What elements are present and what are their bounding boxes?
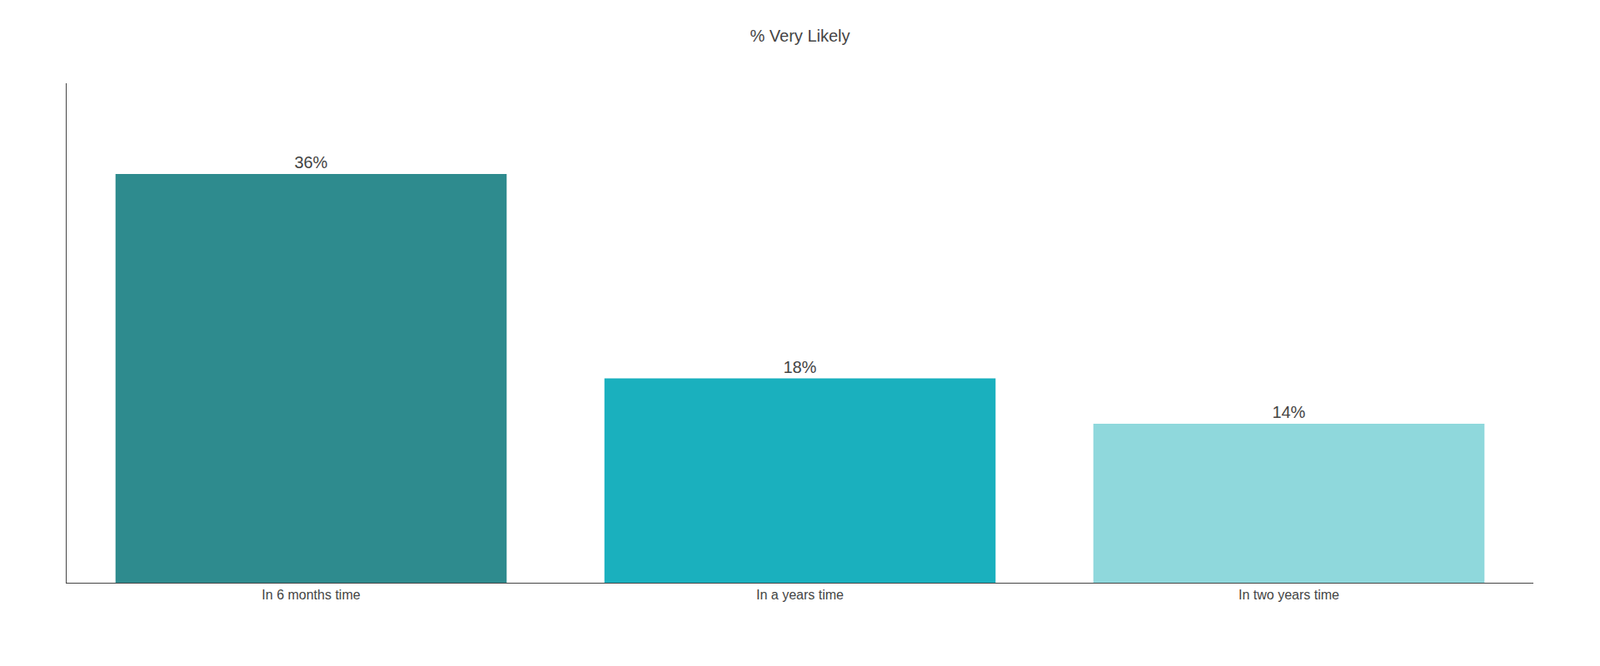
svg-text:In 6 months time: In 6 months time <box>261 588 360 603</box>
svg-text:36%: 36% <box>294 153 328 172</box>
svg-text:In two years time: In two years time <box>1238 588 1340 603</box>
svg-text:In a years time: In a years time <box>756 588 844 603</box>
svg-text:% Very Likely: % Very Likely <box>749 26 850 45</box>
svg-text:14%: 14% <box>1271 403 1306 422</box>
svg-text:18%: 18% <box>782 358 817 377</box>
